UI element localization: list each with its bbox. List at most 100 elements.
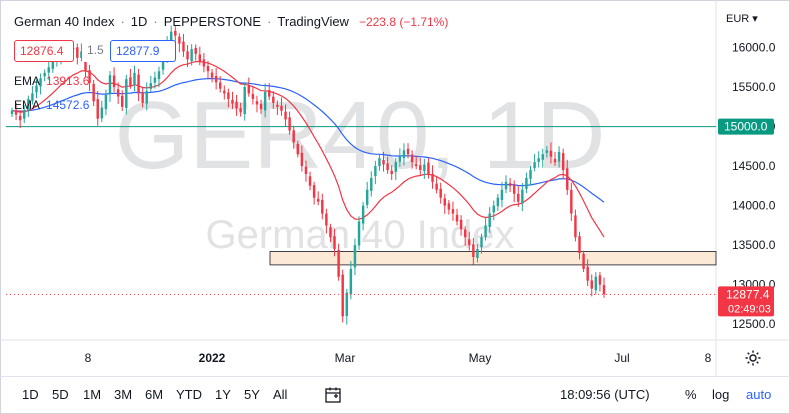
- price-tick: 13500.0: [732, 238, 776, 252]
- candle-body: [500, 189, 504, 201]
- candle-body: [333, 236, 336, 250]
- ema-fast-name: EMA: [14, 74, 41, 88]
- candle-body: [84, 53, 87, 72]
- timeframe-1m[interactable]: 1M: [83, 387, 102, 402]
- candle-body: [96, 99, 99, 119]
- candle-body: [284, 111, 287, 120]
- candle-body: [365, 189, 369, 205]
- timeframe-1d[interactable]: 1D: [22, 387, 39, 402]
- timeframe-6m[interactable]: 6M: [145, 387, 164, 402]
- ema-slow-name: EMA: [14, 98, 41, 112]
- candle-body: [259, 103, 263, 110]
- candle-body: [378, 158, 381, 167]
- go-to-date-icon[interactable]: [324, 386, 342, 404]
- candle-body: [251, 93, 255, 99]
- candle-body: [325, 213, 328, 226]
- time-tick: 8: [85, 351, 92, 365]
- exchange: PEPPERSTONE: [163, 14, 262, 29]
- candle-body: [137, 74, 140, 94]
- timeframe-ytd[interactable]: YTD: [176, 387, 202, 402]
- bar-countdown-label: 02:49:03: [728, 303, 771, 315]
- candle-body: [386, 163, 389, 171]
- timeframe-5d[interactable]: 5D: [52, 387, 69, 402]
- interval[interactable]: 1D: [130, 14, 148, 29]
- auto-toggle[interactable]: auto: [746, 387, 772, 402]
- candle-body: [329, 227, 332, 238]
- data-source: TradingView: [277, 14, 349, 29]
- candle-body: [153, 77, 157, 83]
- candle-body: [427, 162, 430, 174]
- candle-body: [125, 79, 128, 108]
- candle-body: [104, 94, 108, 110]
- candle-body: [521, 189, 524, 204]
- timeframe-1y[interactable]: 1Y: [215, 387, 231, 402]
- candle-body: [170, 31, 173, 46]
- candle-body: [247, 85, 251, 94]
- ema-fast-legend[interactable]: EMA 13913.6: [14, 74, 89, 88]
- candle-body: [455, 214, 459, 222]
- candle-body: [394, 162, 398, 172]
- utc-clock[interactable]: 18:09:56 (UTC): [560, 387, 650, 402]
- symbol-name[interactable]: German 40 Index: [14, 14, 115, 29]
- candle-body: [533, 162, 536, 168]
- currency-select[interactable]: EUR ▾: [726, 12, 758, 25]
- candle-body: [121, 95, 124, 107]
- candle-body: [529, 170, 532, 179]
- percent-toggle[interactable]: %: [685, 387, 697, 402]
- candle-body: [263, 91, 267, 111]
- settings-gear-icon[interactable]: [744, 349, 762, 367]
- candle-body: [214, 75, 218, 83]
- candle-body: [31, 93, 34, 101]
- candle-body: [243, 87, 246, 115]
- candle-body: [218, 82, 222, 89]
- timeframe-all[interactable]: All: [273, 387, 288, 402]
- candle-body: [598, 275, 602, 285]
- candle-body: [537, 158, 540, 162]
- time-tick: 8: [705, 351, 712, 365]
- candle-body: [321, 199, 324, 214]
- candle-body: [202, 59, 206, 67]
- candle-body: [414, 164, 418, 167]
- bid-price-button[interactable]: 12876.4: [14, 40, 74, 62]
- current-price-label-bg: [718, 286, 774, 317]
- candle-body: [590, 280, 593, 289]
- timeframe-5y[interactable]: 5Y: [244, 387, 260, 402]
- candle-body: [443, 198, 446, 206]
- candle-body: [194, 47, 197, 54]
- candle-body: [353, 245, 357, 268]
- candle-body: [186, 51, 189, 60]
- candle-body: [517, 193, 520, 202]
- candle-body: [447, 203, 451, 210]
- candle-body: [439, 188, 442, 198]
- candle-body: [272, 96, 275, 103]
- candle-body: [14, 110, 18, 115]
- ask-price-button[interactable]: 12877.9: [110, 40, 176, 62]
- candle-body: [88, 70, 91, 84]
- candle-body: [594, 276, 598, 291]
- time-tick: 2022: [199, 351, 226, 365]
- price-tick: 14500.0: [732, 159, 776, 173]
- candle-body: [231, 99, 234, 104]
- log-toggle[interactable]: log: [712, 387, 730, 402]
- timeframe-3m[interactable]: 3M: [114, 387, 133, 402]
- candle-body: [508, 183, 512, 186]
- candle-body: [76, 47, 79, 58]
- candle-body: [553, 158, 557, 163]
- candle-body: [206, 66, 210, 72]
- candle-body: [480, 237, 483, 248]
- candle-body: [51, 61, 55, 69]
- price-tick: 14000.0: [732, 199, 776, 213]
- candle-body: [174, 30, 177, 36]
- candle-body: [602, 285, 606, 295]
- currency-label: EUR: [726, 13, 750, 25]
- candle-body: [47, 67, 50, 73]
- candle-body: [27, 98, 30, 111]
- candle-body: [512, 184, 516, 194]
- candle-body: [472, 244, 475, 257]
- support-zone-rectangle: [269, 251, 717, 266]
- ema-slow-legend[interactable]: EMA 14572.6: [14, 98, 89, 112]
- candle-body: [349, 268, 353, 295]
- candle-body: [566, 168, 569, 190]
- candle-body: [370, 177, 373, 191]
